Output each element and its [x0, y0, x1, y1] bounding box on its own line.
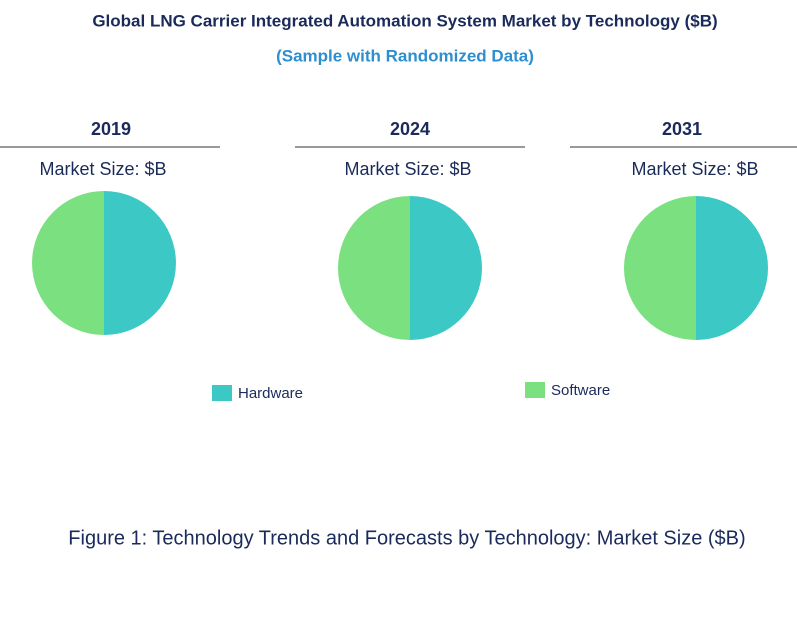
pie-title: 2031	[662, 119, 702, 139]
pie-slice	[696, 196, 768, 340]
pie-subtitle: Market Size: $B	[631, 159, 758, 179]
legend-swatch	[525, 382, 545, 398]
pie-subtitle: Market Size: $B	[344, 159, 471, 179]
pie-slice	[104, 191, 176, 335]
pie-slice	[624, 196, 696, 340]
pie-title: 2019	[91, 119, 131, 139]
chart-subtitle: (Sample with Randomized Data)	[276, 46, 534, 65]
caption: Figure 1: Technology Trends and Forecast…	[68, 527, 745, 549]
pie-subtitle: Market Size: $B	[39, 159, 166, 179]
legend-label: Software	[551, 382, 610, 399]
pie-slice	[32, 191, 104, 335]
legend-label: Hardware	[238, 385, 303, 402]
legend-swatch	[212, 385, 232, 401]
pie-slice	[410, 196, 482, 340]
pie-title: 2024	[390, 119, 430, 139]
pie-slice	[338, 196, 410, 340]
chart-title: Global LNG Carrier Integrated Automation…	[92, 11, 717, 30]
